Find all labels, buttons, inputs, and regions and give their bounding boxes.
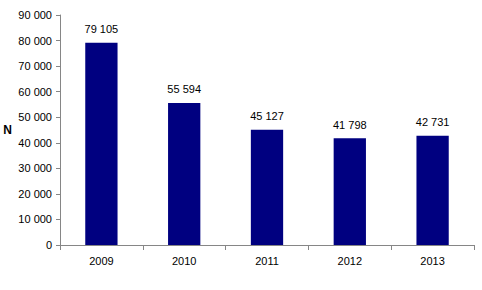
svg-text:41 798: 41 798 <box>333 119 367 131</box>
svg-text:79 105: 79 105 <box>85 23 119 35</box>
svg-text:2011: 2011 <box>255 255 279 267</box>
svg-text:N: N <box>3 123 12 137</box>
svg-text:30 000: 30 000 <box>18 162 52 174</box>
svg-text:2009: 2009 <box>89 255 113 267</box>
svg-text:45 127: 45 127 <box>250 110 284 122</box>
svg-text:40 000: 40 000 <box>18 137 52 149</box>
svg-text:42 731: 42 731 <box>416 116 450 128</box>
svg-text:80 000: 80 000 <box>18 35 52 47</box>
svg-text:10 000: 10 000 <box>18 213 52 225</box>
svg-text:55 594: 55 594 <box>167 83 201 95</box>
svg-text:50 000: 50 000 <box>18 111 52 123</box>
svg-text:90 000: 90 000 <box>18 9 52 21</box>
svg-text:20 000: 20 000 <box>18 188 52 200</box>
svg-text:0: 0 <box>46 239 52 251</box>
svg-text:2013: 2013 <box>420 255 444 267</box>
svg-text:70 000: 70 000 <box>18 60 52 72</box>
svg-text:60 000: 60 000 <box>18 86 52 98</box>
svg-text:2010: 2010 <box>172 255 196 267</box>
svg-text:2012: 2012 <box>338 255 362 267</box>
